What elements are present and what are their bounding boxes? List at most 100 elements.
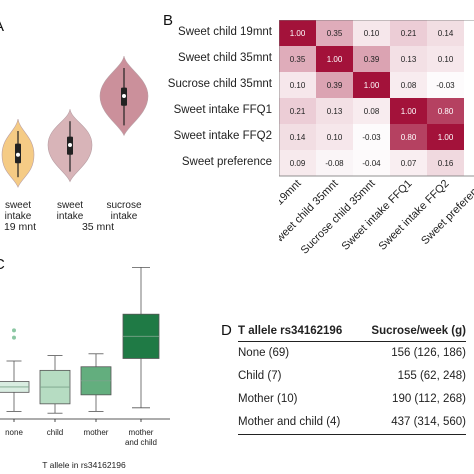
table-header-row: T allele rs34162196 Sucrose/week (g) — [238, 322, 466, 342]
summary-table: T allele rs34162196 Sucrose/week (g) Non… — [238, 322, 474, 435]
panel-label-a: A — [0, 18, 4, 35]
violin-median-dot — [16, 152, 20, 157]
heatmap-cell — [390, 46, 427, 72]
violin-group-label: 19 mnt — [4, 221, 36, 230]
heatmap-cell — [279, 98, 316, 124]
heatmap-row-label: Sweet preference — [181, 156, 272, 168]
heatmap-value-label: 0.09 — [290, 159, 306, 168]
heatmap-col-label: Sweet intake FFQ1 — [340, 178, 415, 253]
heatmap-cell — [353, 124, 390, 150]
heatmap-frame — [279, 20, 474, 177]
table-cell-sucrose: 437 (314, 560) — [391, 416, 466, 428]
heatmap-cell — [427, 20, 464, 46]
heatmap-value-label: 0.13 — [401, 55, 417, 64]
violin-tick-label: sweet — [5, 200, 31, 211]
panel-label-c: C — [0, 256, 5, 273]
panel-label-b: B — [163, 12, 174, 29]
violin-tick-label: intake — [5, 211, 32, 222]
box-x-axis-label: T allele in rs34162196 — [42, 460, 126, 470]
heatmap-cell — [316, 72, 353, 98]
heatmap-cell — [279, 72, 316, 98]
heatmap-value-label: 0.21 — [290, 107, 306, 116]
heatmap-value-label: 0.35 — [327, 29, 343, 38]
heatmap-cell — [427, 150, 464, 176]
table-header-allele: T allele rs34162196 — [238, 325, 343, 337]
heatmap-cell — [353, 72, 390, 98]
heatmap-value-label: 0.80 — [438, 107, 454, 116]
heatmap-value-label: 0.35 — [290, 55, 306, 64]
heatmap-cell — [279, 46, 316, 72]
heatmap-value-label: 1.00 — [401, 107, 417, 116]
violin-tick-label: sweet — [57, 200, 83, 211]
table-row: Mother and child (4) 437 (314, 560) — [238, 411, 466, 435]
table-cell-sucrose: 156 (126, 186) — [391, 347, 466, 359]
heatmap-value-label: 1.00 — [438, 133, 454, 142]
heatmap-value-label: 0.08 — [364, 107, 380, 116]
box-tick-label: mother — [84, 428, 109, 437]
heatmap-cell — [390, 124, 427, 150]
heatmap-cell — [279, 20, 316, 46]
heatmap-value-label: -0.04 — [362, 159, 381, 168]
heatmap-value-label: 0.21 — [401, 29, 417, 38]
table-cell-sucrose: 190 (112, 268) — [392, 393, 466, 405]
heatmap-value-label: 0.14 — [290, 133, 306, 142]
table-cell-allele: Mother and child (4) — [238, 416, 341, 428]
heatmap-cell — [353, 46, 390, 72]
table-cell-sucrose: 155 (62, 248) — [397, 370, 466, 382]
panel-label-d: D — [221, 322, 232, 339]
heatmap-chart: 1.00 0.35 0.10 0.21 0.14 0.35 1.00 0.39 0.13 0.10… — [279, 20, 474, 257]
violin-tick-label: intake — [57, 211, 84, 222]
heatmap-value-label: 0.16 — [438, 159, 454, 168]
heatmap-cell — [316, 20, 353, 46]
heatmap-cell — [427, 98, 464, 124]
heatmap-row-labels: Sweet child 19mnt Sweet child 35mnt Sucros… — [0, 20, 278, 176]
heatmap-value-label: 0.10 — [364, 29, 380, 38]
heatmap-row-label: Sweet child 19mnt — [178, 26, 272, 38]
heatmap-value-label: 1.00 — [290, 29, 306, 38]
heatmap-cell — [279, 124, 316, 150]
heatmap-value-label: 0.14 — [438, 29, 454, 38]
violin-median-dot — [68, 143, 72, 147]
heatmap-cell — [279, 150, 316, 176]
heatmap-row-label: Sweet intake FFQ2 — [173, 130, 272, 142]
heatmap-value-label: 0.10 — [327, 133, 343, 142]
heatmap-cell — [316, 46, 353, 72]
heatmap-value-label: 1.00 — [364, 81, 380, 90]
heatmap-value-label: 0.80 — [401, 133, 417, 142]
heatmap-cell — [390, 150, 427, 176]
heatmap-col-label: Sweet intake FFQ2 — [377, 178, 452, 253]
heatmap-row-label: Sweet intake FFQ1 — [173, 104, 272, 116]
table-row: Child (7) 155 (62, 248) — [238, 365, 466, 388]
table-cell-allele: Mother (10) — [238, 393, 298, 405]
box-outlier-point — [12, 328, 16, 333]
heatmap-cell — [316, 150, 353, 176]
heatmap-value-label: -0.03 — [436, 81, 455, 90]
box-outlier-point — [12, 335, 16, 340]
violin-tick-label: intake — [111, 211, 138, 222]
heatmap-cell — [353, 98, 390, 124]
heatmap-value-label: 0.08 — [401, 81, 417, 90]
violin-median-dot — [122, 94, 126, 98]
violin-tick-label: sucrose — [106, 200, 141, 211]
violin-group-label: 35 mnt — [82, 221, 114, 230]
table-row: Mother (10) 190 (112, 268) — [238, 388, 466, 411]
table-cell-allele: None (69) — [238, 347, 290, 359]
table-header-sucrose: Sucrose/week (g) — [371, 325, 466, 337]
heatmap-cell — [427, 124, 464, 150]
heatmap-row-label: Sweet child 35mnt — [178, 52, 272, 64]
heatmap-cell — [427, 72, 464, 98]
heatmap-cell — [427, 46, 464, 72]
heatmap-value-label: 0.10 — [290, 81, 306, 90]
heatmap-cell — [390, 20, 427, 46]
heatmap-cell — [390, 72, 427, 98]
heatmap-value-label: 0.10 — [438, 55, 454, 64]
heatmap-cell — [353, 20, 390, 46]
box-tick-label: child — [47, 428, 63, 437]
heatmap-cell — [316, 98, 353, 124]
heatmap-row-label: Sucrose child 35mnt — [167, 78, 272, 90]
heatmap-value-label: 0.39 — [327, 81, 343, 90]
heatmap-value-label: -0.03 — [362, 133, 381, 142]
box-tick-label: mother — [129, 428, 154, 437]
heatmap-value-label: 1.00 — [327, 55, 343, 64]
